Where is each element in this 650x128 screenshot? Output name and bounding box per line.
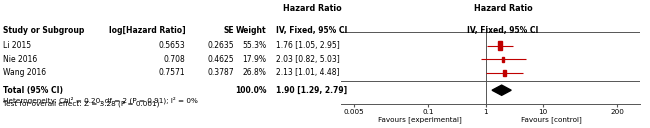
Bar	[503, 70, 506, 76]
Text: log[Hazard Ratio]: log[Hazard Ratio]	[109, 26, 185, 35]
Text: 0.708: 0.708	[164, 55, 185, 64]
Text: Hazard Ratio: Hazard Ratio	[283, 4, 341, 13]
Text: Test for overall effect: Z = 3.28 (P = 0.001): Test for overall effect: Z = 3.28 (P = 0…	[3, 100, 160, 106]
Text: Weight: Weight	[236, 26, 266, 35]
Text: 2.13 [1.01, 4.48]: 2.13 [1.01, 4.48]	[276, 68, 340, 77]
Text: IV, Fixed, 95% CI: IV, Fixed, 95% CI	[467, 26, 539, 35]
Text: Li 2015: Li 2015	[3, 41, 31, 50]
Text: 0.5653: 0.5653	[159, 41, 185, 50]
Text: SE: SE	[224, 26, 234, 35]
Text: Favours [experimental]: Favours [experimental]	[378, 116, 462, 123]
Text: 100.0%: 100.0%	[235, 86, 266, 95]
Text: 0.3787: 0.3787	[207, 68, 234, 77]
Text: Nie 2016: Nie 2016	[3, 55, 38, 64]
Text: Total (95% CI): Total (95% CI)	[3, 86, 63, 95]
Bar	[502, 57, 504, 62]
Text: 55.3%: 55.3%	[242, 41, 266, 50]
Text: 0.4625: 0.4625	[207, 55, 234, 64]
Text: Wang 2016: Wang 2016	[3, 68, 46, 77]
Text: Favours [control]: Favours [control]	[521, 116, 582, 123]
Text: 1.90 [1.29, 2.79]: 1.90 [1.29, 2.79]	[276, 86, 347, 95]
Text: 0.2635: 0.2635	[207, 41, 234, 50]
Text: 2.03 [0.82, 5.03]: 2.03 [0.82, 5.03]	[276, 55, 340, 64]
Text: 0.7571: 0.7571	[159, 68, 185, 77]
Text: IV, Fixed, 95% CI: IV, Fixed, 95% CI	[276, 26, 348, 35]
Text: 26.8%: 26.8%	[242, 68, 266, 77]
Text: 17.9%: 17.9%	[242, 55, 266, 64]
Bar	[498, 41, 502, 50]
Text: Hazard Ratio: Hazard Ratio	[474, 4, 532, 13]
Polygon shape	[492, 85, 511, 95]
Text: Study or Subgroup: Study or Subgroup	[3, 26, 84, 35]
Text: Heterogeneity: Chi² = 0.20, df = 2 (P = 0.91); I² = 0%: Heterogeneity: Chi² = 0.20, df = 2 (P = …	[3, 96, 198, 104]
Text: 1.76 [1.05, 2.95]: 1.76 [1.05, 2.95]	[276, 41, 340, 50]
